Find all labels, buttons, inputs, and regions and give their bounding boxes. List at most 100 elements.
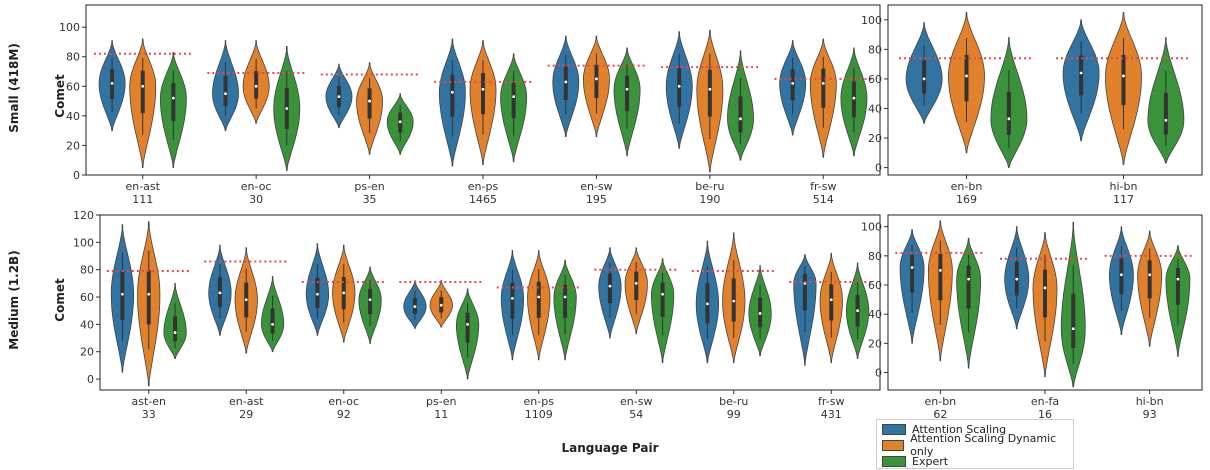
violin-median-dot	[758, 312, 762, 315]
violin-median-dot	[1148, 273, 1152, 277]
x-tick-label: en-sw	[580, 180, 612, 193]
x-tick-label: hi-bn	[1136, 395, 1164, 408]
y-tick-label: 20	[80, 346, 94, 359]
violin-median-dot	[466, 322, 469, 326]
legend-swatch-attention-scaling	[882, 423, 906, 435]
violin-median-dot	[316, 292, 319, 296]
x-tick-count-label: 431	[821, 408, 842, 421]
y-tick-label: 0	[875, 367, 882, 380]
violin-iqr-box	[140, 70, 145, 114]
violin-median-dot	[856, 309, 859, 313]
violin-median-dot	[512, 95, 516, 99]
x-tick-count-label: 30	[249, 193, 263, 206]
panel-frame	[887, 214, 1203, 391]
violin-median-dot	[595, 77, 598, 81]
violin-iqr-box	[922, 60, 927, 94]
violin-iqr-box	[821, 68, 826, 108]
violin-iqr-box	[510, 282, 515, 319]
x-tick-label: ast-en	[132, 395, 167, 408]
violin-median-dot	[1176, 277, 1180, 281]
legend-item-expert: Expert	[882, 453, 1068, 469]
y-tick-label: 40	[80, 318, 94, 331]
violin-iqr-box	[707, 69, 712, 117]
row-title-medium: Medium (1.2B)	[7, 250, 21, 349]
violin-iqr-box	[450, 74, 455, 117]
row-title-small: Small (418M)	[7, 43, 21, 133]
legend-label: Attention Scaling	[912, 422, 1007, 436]
violin-iqr-box	[625, 75, 630, 112]
x-tick-count-label: 195	[586, 193, 607, 206]
x-tick-label: en-ps	[524, 395, 555, 408]
y-tick-label: 0	[73, 169, 80, 182]
violin-iqr-box	[910, 254, 915, 293]
x-tick-count-label: 16	[1038, 408, 1052, 421]
violin-median-dot	[625, 87, 629, 91]
x-tick-count-label: 92	[337, 408, 351, 421]
x-tick-label: ps-en	[354, 180, 384, 193]
violin-median-dot	[368, 298, 372, 302]
y-tick-label: 100	[861, 221, 882, 234]
violin-median-dot	[563, 295, 567, 299]
violin-median-dot	[965, 74, 968, 78]
violin-median-dot	[398, 120, 402, 124]
violin-median-dot	[1079, 71, 1083, 75]
x-tick-label: hi-bn	[1110, 180, 1138, 193]
violin-median-dot	[173, 331, 177, 334]
x-tick-label: en-oc	[241, 180, 272, 193]
violin-median-dot	[967, 277, 970, 281]
legend-label: Attention Scaling Dynamic only	[910, 432, 1057, 458]
violin-median-dot	[1164, 118, 1168, 122]
y-tick-label: 80	[80, 264, 94, 277]
violin-iqr-box	[173, 316, 178, 342]
x-tick-label: en-sw	[620, 395, 652, 408]
panel-frame	[887, 4, 1203, 176]
x-tick-count-label: 117	[1113, 193, 1134, 206]
violin-iqr-box	[1071, 293, 1076, 348]
violin-median-dot	[121, 292, 124, 296]
violin-median-dot	[608, 284, 612, 288]
x-tick-count-label: 169	[956, 193, 977, 206]
violin-median-dot	[271, 322, 274, 326]
legend-swatch-expert	[882, 455, 906, 467]
x-tick-count-label: 99	[727, 408, 741, 421]
y-tick-label: 20	[868, 337, 882, 350]
x-tick-label: en-fa	[1031, 395, 1059, 408]
violin-median-dot	[224, 92, 227, 96]
violin-iqr-box	[223, 76, 228, 106]
violin-median-dot	[922, 77, 926, 81]
y-tick-label: 40	[868, 308, 882, 321]
legend-swatch-dynamic-only	[882, 439, 905, 451]
violin-median-dot	[147, 292, 151, 296]
x-tick-label: en-ast	[229, 395, 264, 408]
violin-iqr-box	[368, 288, 373, 315]
x-tick-label: be-ru	[719, 395, 748, 408]
violin-median-dot	[852, 96, 856, 100]
violin-median-dot	[910, 266, 914, 269]
legend-item-dynamic-only: Attention Scaling Dynamic only	[882, 432, 1068, 458]
violin-median-dot	[1007, 117, 1011, 121]
violin-median-dot	[1122, 74, 1125, 78]
x-tick-label: be-ru	[695, 180, 724, 193]
violin-median-dot	[739, 117, 742, 121]
y-tick-label: 100	[861, 14, 882, 27]
violin-iqr-box	[1006, 91, 1011, 135]
violin-median-dot	[1043, 286, 1047, 290]
violin-iqr-box	[563, 66, 568, 100]
legend-label: Expert	[912, 454, 949, 468]
x-axis-label: Language Pair	[561, 441, 658, 455]
violin-median-dot	[706, 302, 709, 306]
violin-median-dot	[1015, 277, 1019, 281]
y-tick-label: 20	[868, 132, 882, 145]
violin-median-dot	[110, 81, 114, 85]
